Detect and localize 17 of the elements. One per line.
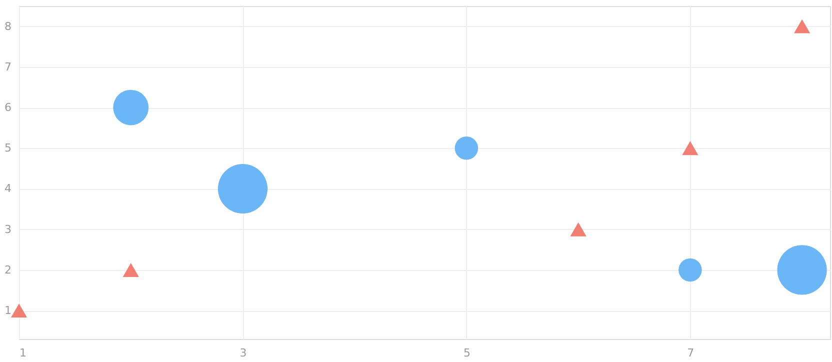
point [682, 141, 698, 156]
y-tick-label: 6 [4, 101, 12, 114]
y-tick-label: 8 [4, 20, 12, 33]
point [122, 262, 139, 277]
x-tick-label: 5 [463, 346, 470, 360]
y-tick-label: 3 [4, 222, 12, 236]
point [10, 304, 28, 318]
point [794, 19, 810, 34]
x-tick-label: 1 [20, 346, 26, 360]
y-tick-label: 4 [4, 182, 12, 196]
y-tick-label: 7 [4, 60, 12, 74]
y-tick-label: 5 [4, 142, 12, 155]
y-tick-label: 1 [4, 304, 12, 318]
x-tick-label: 7 [687, 346, 694, 360]
y-tick-label: 2 [4, 263, 12, 276]
x-tick-label: 3 [240, 346, 247, 360]
point [570, 222, 586, 236]
